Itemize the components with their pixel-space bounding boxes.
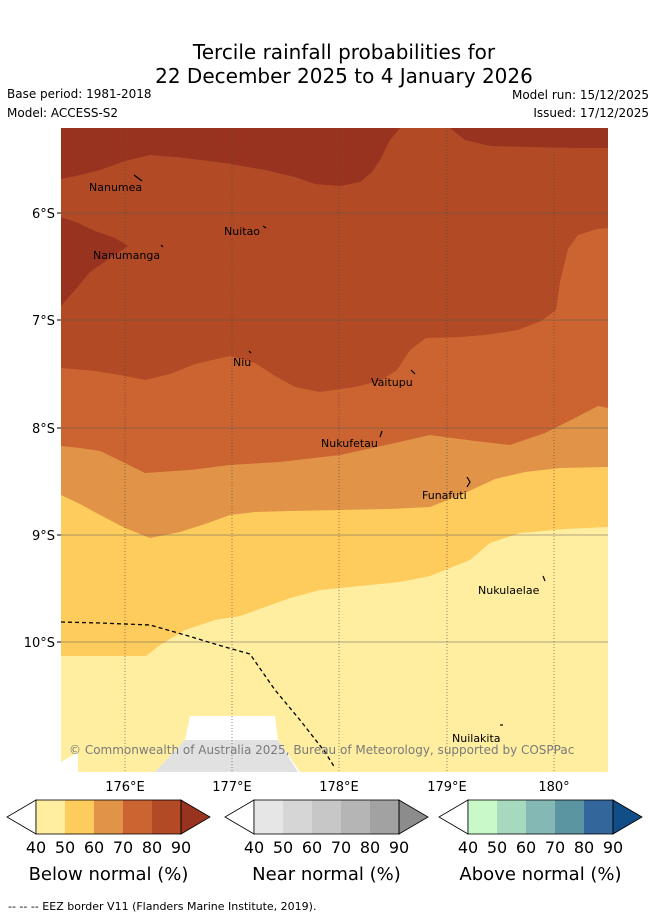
base-period-label: Base period: 1981-2018 [7,87,152,101]
issued-label: Issued: 17/12/2025 [533,106,649,120]
lat-label-8s: 8°S [32,422,55,437]
colorbar-tick-label: 50 [55,838,75,857]
colorbar-segment [555,800,584,834]
colorbar-outline [467,799,614,835]
light-patch-left [61,627,215,716]
colorbar-tick-label: 60 [516,838,536,857]
band-80-90 [61,128,608,392]
island-label-nuilakita: Nuilakita [452,732,501,745]
copyright-text: © Commonwealth of Australia 2025, Bureau… [69,743,574,757]
colorbar-min-extend [6,799,37,835]
band-90-left [61,217,128,306]
colorbar-tick-label: 90 [389,838,409,857]
colorbar-segment [283,800,312,834]
model-run-label: Model run: 15/12/2025 [511,88,649,102]
lat-label-9s: 9°S [32,529,55,544]
lat-label-6s: 6°S [32,207,55,222]
colorbar-tick-label: 40 [26,838,46,857]
map-title-line1: Tercile rainfall probabilities for [192,40,496,64]
lat-gridlines [61,212,608,643]
colorbar-min-extend [438,799,469,835]
lon-gridlines [124,128,555,772]
colorbar-segment [526,800,555,834]
lon-label-177e: 177°E [212,780,252,795]
colorbar-title: Above normal (%) [459,864,621,885]
colorbar-min-extend [224,799,255,835]
colorbar-tick-label: 80 [142,838,162,857]
colorbar-tick-label: 80 [360,838,380,857]
colorbar-outline [253,799,400,835]
colorbar-segment [341,800,370,834]
colorbar-2: 40 50 60 70 80 90 Above normal (%) [438,799,643,885]
colorbar-segment [468,800,497,834]
colorbar-tick-label: 50 [487,838,507,857]
lon-label-178e: 178°E [319,780,359,795]
colorbar-tick-label: 70 [331,838,351,857]
colorbar-tick-label: 60 [84,838,104,857]
colorbar-segment [123,800,152,834]
colorbar-segment [497,800,526,834]
island-label-nukulaelae: Nukulaelae [478,584,540,597]
island-label-vaitupu: Vaitupu [371,376,413,389]
colorbar-max-extend [398,799,429,835]
colorbar-segment [36,800,65,834]
eez-border [61,621,336,769]
colorbar-segment [94,800,123,834]
colorbar-segment [152,800,181,834]
colorbar-segment [312,800,341,834]
colorbar-0: 40 50 60 70 80 90 Below normal (%) [6,799,211,885]
lon-label-179e: 179°E [427,780,467,795]
island-label-niu: Niu [233,356,251,369]
island-label-funafuti: Funafuti [422,489,467,502]
lat-label-10s: 10°S [24,636,55,651]
colorbar-tick-label: 70 [545,838,565,857]
colorbar-max-extend [180,799,211,835]
colorbar-segment [584,800,613,834]
colorbar-segment [65,800,94,834]
colorbar-title: Near normal (%) [252,864,401,885]
model-label: Model: ACCESS-S2 [7,106,119,120]
colorbar-outline [35,799,182,835]
colorbar-tick-label: 40 [244,838,264,857]
colorbar-tick-label: 90 [171,838,191,857]
colorbar-tick-label: 60 [302,838,322,857]
colorbar-title: Below normal (%) [29,864,189,885]
island-label-nuitao: Nuitao [224,225,260,238]
island-marks [133,174,546,726]
colorbar-tick-label: 70 [113,838,133,857]
colorbar-tick-label: 40 [458,838,478,857]
colorbar-1: 40 50 60 70 80 90 Near normal (%) [224,799,429,885]
white-notch-bottom [61,752,78,772]
lon-label-176e: 176°E [105,780,145,795]
colorbar-segment [254,800,283,834]
island-label-nanumanga: Nanumanga [93,249,160,262]
colorbar-segment [370,800,399,834]
map-title-line2: 22 December 2025 to 4 January 2026 [155,64,533,88]
colorbar-tick-label: 50 [273,838,293,857]
lon-label-180: 180° [538,780,569,795]
island-label-nanumea: Nanumea [89,181,142,194]
eez-footnote: -- -- -- EEZ border V11 (Flanders Marine… [8,900,317,913]
lat-label-7s: 7°S [32,314,55,329]
colorbar-tick-label: 80 [574,838,594,857]
grey-land-shadow [155,740,298,772]
band-90-top [61,128,608,186]
island-label-nukufetau: Nukufetau [321,437,378,450]
colorbar-tick-label: 90 [603,838,623,857]
colorbar-max-extend [612,799,643,835]
